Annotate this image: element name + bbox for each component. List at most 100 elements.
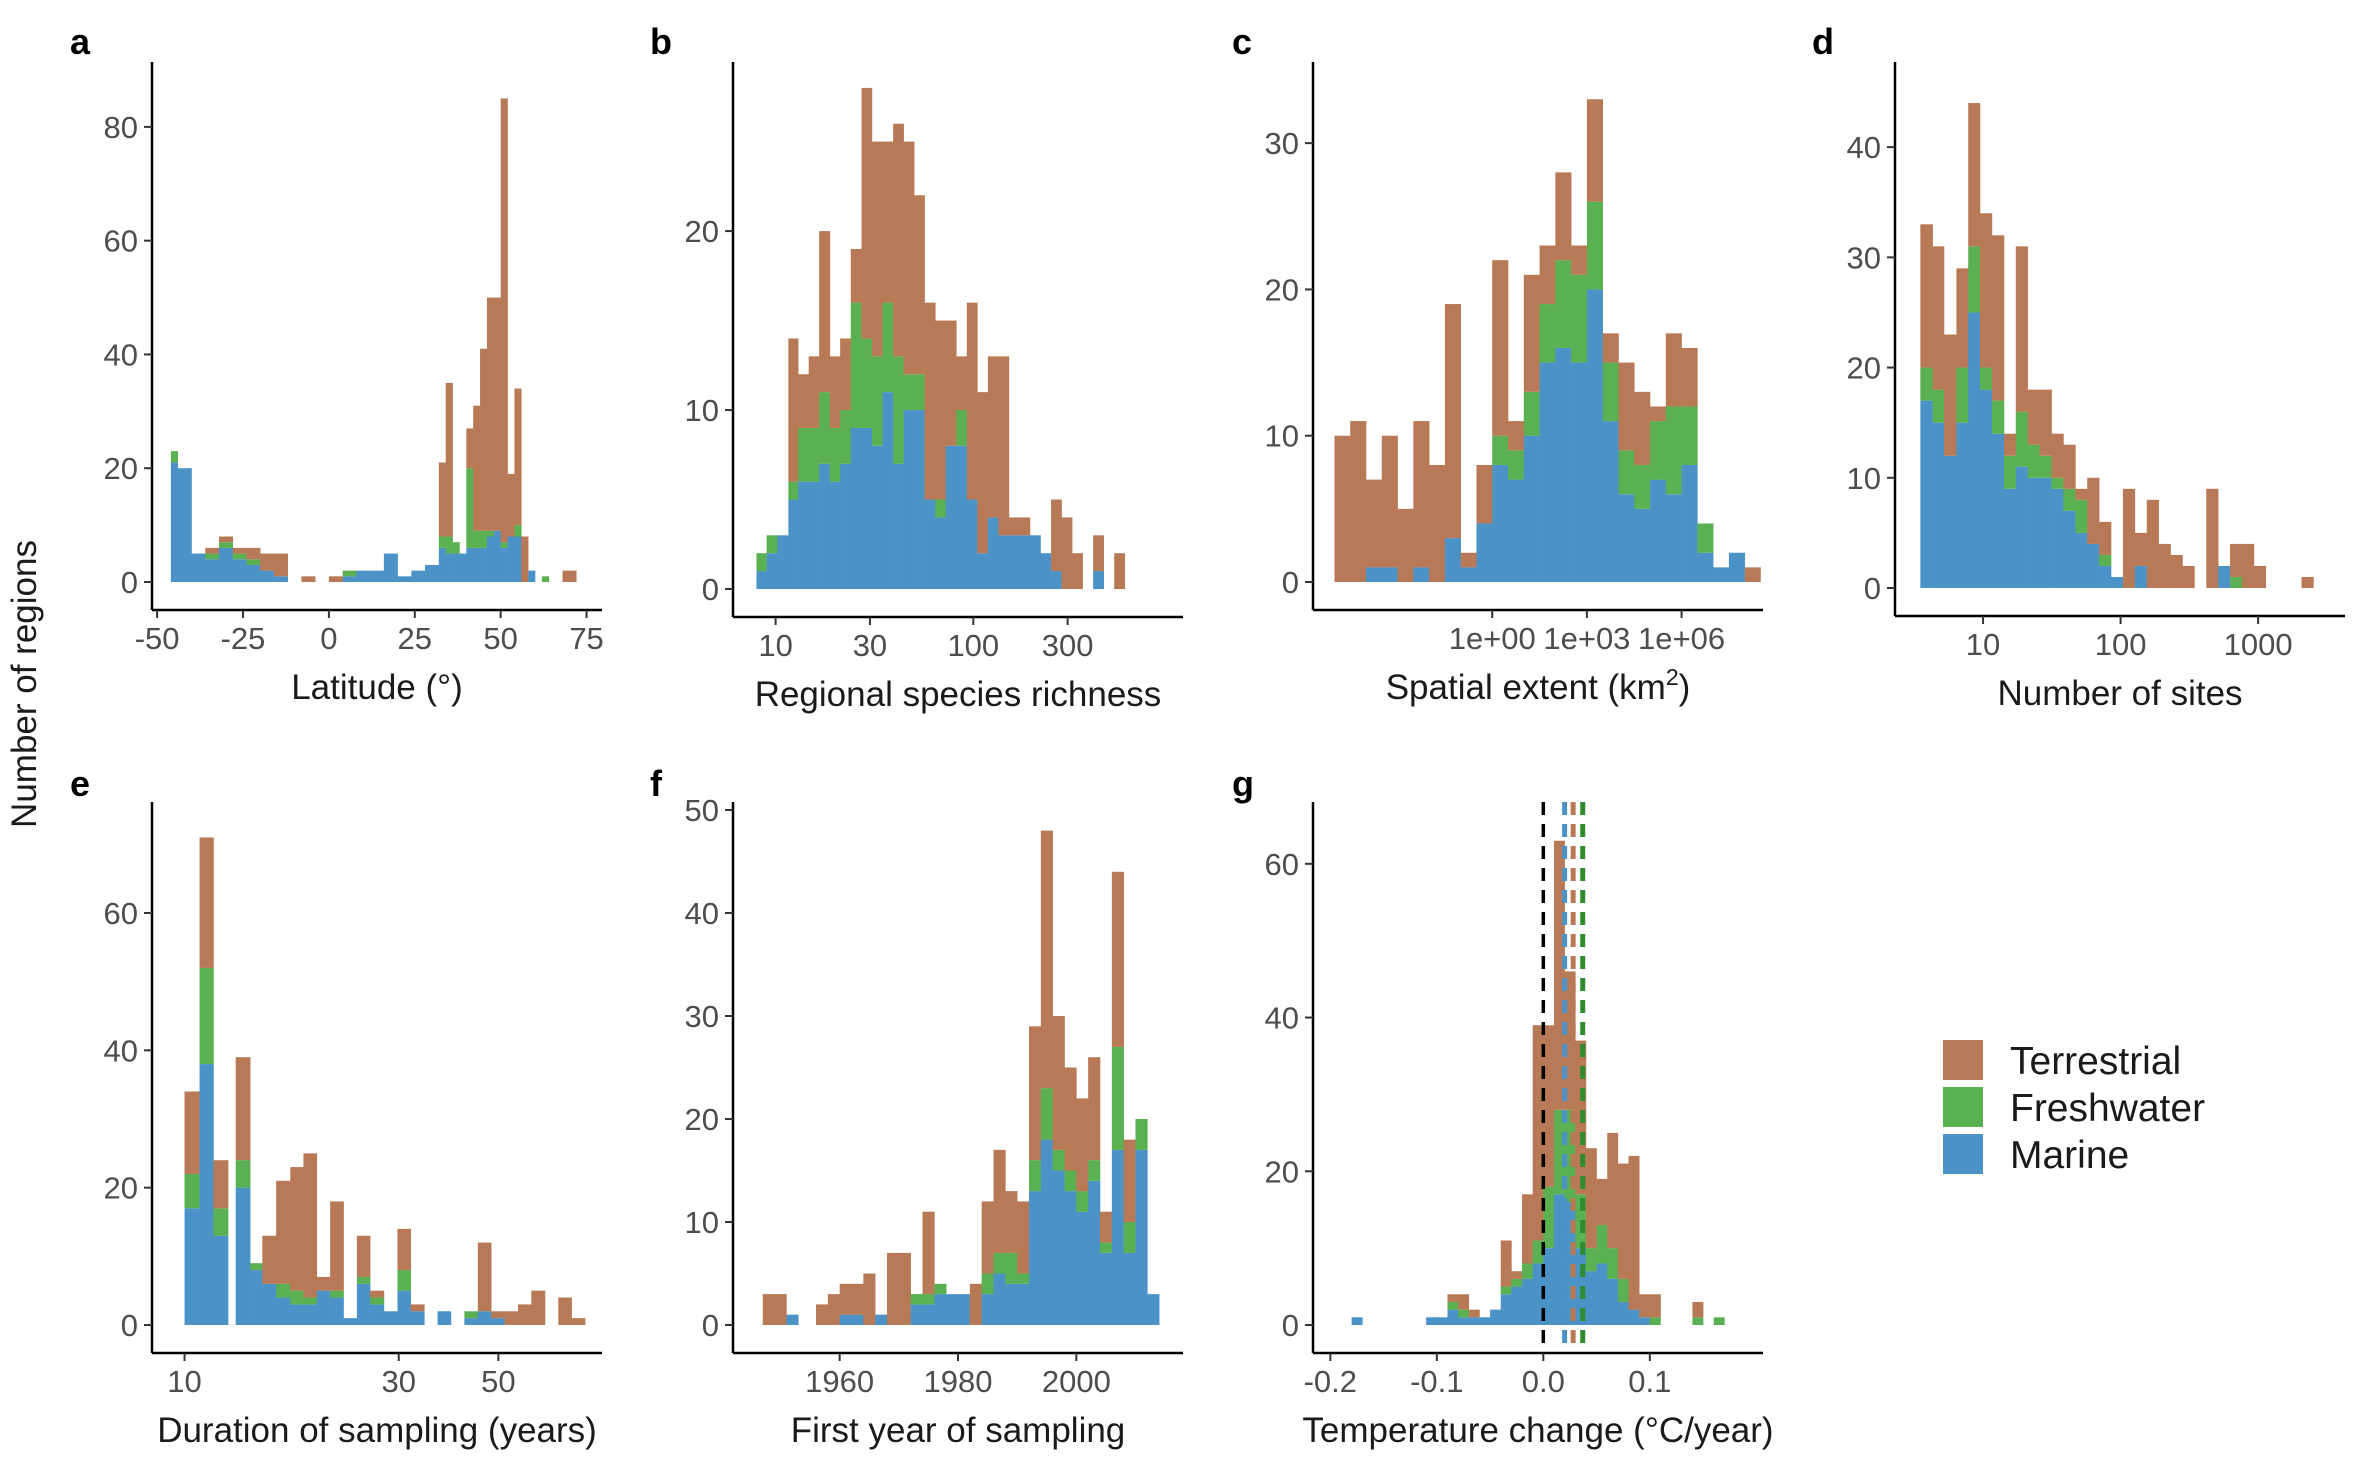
bar-terrestrial-c-16 <box>1586 99 1603 202</box>
bar-marine-a-31 <box>528 570 536 582</box>
bar-marine-d-11 <box>2051 488 2064 588</box>
y-tick-label-g-2: 40 <box>1265 1001 1299 1036</box>
bar-marine-e-16 <box>410 1311 425 1325</box>
bar-marine-b-20 <box>966 499 978 589</box>
bar-marine-c-8 <box>1460 567 1477 582</box>
bar-terrestrial-a-33 <box>562 570 577 582</box>
bar-marine-b-23 <box>998 535 1010 589</box>
bar-marine-a-19 <box>445 553 453 582</box>
bar-terrestrial-a-23 <box>473 405 481 531</box>
panel-c: 0 10 20 30 1e+00 1e+03 1e+06 Spatial extent (km… <box>1232 21 1763 707</box>
bar-terrestrial-d-3 <box>1956 268 1969 368</box>
bar-marine-b-16 <box>924 499 936 589</box>
bar-terrestrial-b-5 <box>808 356 820 428</box>
bar-marine-a-7 <box>260 570 275 582</box>
bar-terrestrial-d-5 <box>1979 213 1993 368</box>
bar-marine-g-21 <box>1639 1317 1651 1325</box>
bar-freshwater-d-8 <box>2015 411 2028 467</box>
bar-terrestrial-b-14 <box>903 141 915 375</box>
bar-terrestrial-d-1 <box>1932 246 1945 390</box>
x-tick-label-g-0: -0.2 <box>1304 1364 1357 1399</box>
bar-freshwater-f-29 <box>1123 1222 1136 1253</box>
bar-marine-g-0 <box>1351 1317 1363 1325</box>
bar-marine-c-22 <box>1681 464 1698 582</box>
bar-marine-e-17 <box>437 1311 452 1325</box>
bar-terrestrial-c-21 <box>1665 333 1682 407</box>
panel-letter-c: c <box>1232 21 1252 62</box>
bar-freshwater-b-3 <box>788 481 799 500</box>
bar-marine-e-4 <box>250 1270 263 1325</box>
bar-freshwater-f-11 <box>910 1294 923 1305</box>
legend-swatch-terrestrial <box>1943 1040 1983 1080</box>
bar-terrestrial-f-3 <box>816 1304 829 1325</box>
bar-terrestrial-g-8 <box>1500 1240 1512 1287</box>
bar-marine-a-14 <box>383 553 398 582</box>
bar-terrestrial-a-9 <box>301 576 316 582</box>
bar-marine-d-14 <box>2087 543 2100 588</box>
bar-freshwater-b-10 <box>861 338 873 428</box>
bar-terrestrial-b-20 <box>966 302 978 500</box>
x-tick-label-e-1: 30 <box>382 1364 416 1399</box>
bar-marine-a-1 <box>177 468 192 582</box>
bar-marine-e-7 <box>290 1304 304 1325</box>
bar-marine-f-22 <box>1040 1139 1053 1325</box>
x-axis-title-a: Latitude (°) <box>291 668 463 707</box>
bar-marine-b-8 <box>840 463 852 589</box>
bar-terrestrial-b-30 <box>1072 553 1083 589</box>
x-tick-label-d-2: 1000 <box>2224 627 2293 662</box>
y-tick-label-g-3: 60 <box>1265 847 1299 882</box>
bar-terrestrial-d-17 <box>2122 488 2136 588</box>
bar-marine-g-11 <box>1532 1263 1544 1325</box>
y-tick-label-f-3: 30 <box>685 999 719 1034</box>
bar-terrestrial-f-1 <box>774 1294 787 1325</box>
bar-terrestrial-a-29 <box>514 388 522 526</box>
bar-freshwater-e-0 <box>184 1173 200 1209</box>
x-axis-title-c: Spatial extent (km2) <box>1386 664 1691 707</box>
bar-freshwater-g-10 <box>1522 1263 1533 1279</box>
bar-terrestrial-f-27 <box>1100 1211 1113 1243</box>
bar-terrestrial-f-7 <box>863 1273 876 1325</box>
bar-freshwater-c-13 <box>1539 304 1556 363</box>
bar-marine-b-24 <box>1008 535 1020 589</box>
bar-freshwater-f-18 <box>993 1252 1006 1274</box>
bar-terrestrial-d-14 <box>2087 477 2100 544</box>
bar-marine-f-25 <box>1076 1211 1089 1325</box>
x-tick-label-a-3: 25 <box>398 621 432 656</box>
legend-label-freshwater: Freshwater <box>2010 1087 2205 1130</box>
y-tick-label-d-3: 30 <box>1847 240 1881 275</box>
bar-terrestrial-b-11 <box>871 141 883 357</box>
bar-marine-d-13 <box>2075 532 2088 588</box>
bars-d <box>1920 103 2314 588</box>
y-tick-label-e-3: 60 <box>104 896 138 931</box>
bar-terrestrial-a-10 <box>328 576 343 582</box>
panel-letter-e: e <box>70 763 90 804</box>
bar-freshwater-a-27 <box>500 542 508 548</box>
bar-terrestrial-c-17 <box>1602 333 1619 363</box>
y-tick-label-f-1: 10 <box>685 1205 719 1240</box>
bar-freshwater-a-3 <box>205 553 220 560</box>
bar-freshwater-g-11 <box>1532 1240 1544 1264</box>
x-tick-label-f-1: 1980 <box>924 1364 993 1399</box>
bar-freshwater-f-27 <box>1100 1242 1113 1253</box>
bar-marine-a-18 <box>438 547 447 582</box>
bar-terrestrial-e-5 <box>262 1235 277 1284</box>
y-tick-label-g-1: 20 <box>1265 1154 1299 1189</box>
bar-marine-d-3 <box>1956 422 1969 588</box>
bar-terrestrial-d-27 <box>2241 543 2255 588</box>
bar-terrestrial-b-21 <box>977 392 989 554</box>
bar-terrestrial-e-7 <box>290 1167 304 1291</box>
bar-terrestrial-c-9 <box>1476 464 1493 524</box>
bar-marine-d-8 <box>2015 466 2028 588</box>
bar-marine-c-20 <box>1650 479 1667 582</box>
bar-terrestrial-e-2 <box>213 1160 229 1209</box>
bar-freshwater-b-0 <box>756 553 767 572</box>
bar-marine-d-2 <box>1943 455 1957 588</box>
bar-marine-b-3 <box>788 499 799 589</box>
bar-marine-a-28 <box>507 536 515 582</box>
bar-terrestrial-e-15 <box>397 1228 412 1271</box>
bar-marine-a-4 <box>218 547 234 582</box>
bar-marine-b-31 <box>1093 571 1104 589</box>
bar-freshwater-b-8 <box>840 410 852 464</box>
bar-terrestrial-b-32 <box>1114 553 1126 589</box>
bar-terrestrial-b-4 <box>798 374 809 428</box>
